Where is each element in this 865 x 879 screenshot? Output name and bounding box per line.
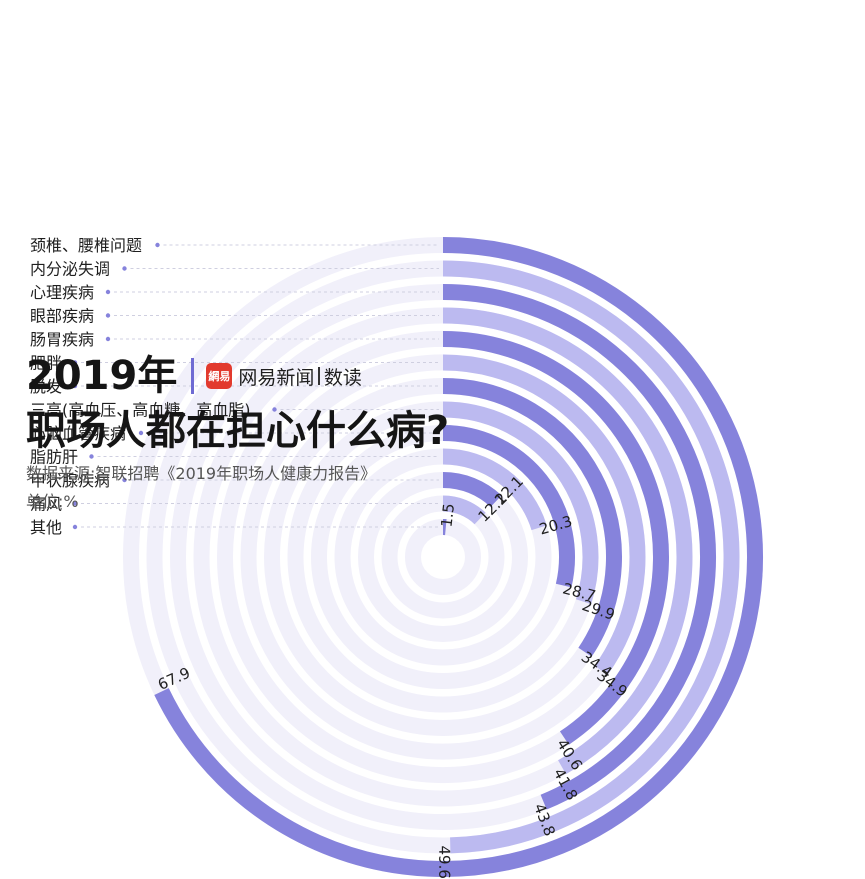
netease-logo-icon: 網易 [206,363,233,389]
category-label: 其他 [30,518,62,537]
ring-bar [442,472,502,508]
ring-bar [442,425,575,588]
ring-bar [442,378,622,657]
ring-bar [442,307,693,775]
leader-dot [272,407,277,412]
leader-dot [72,501,78,506]
ring-bars [154,237,763,877]
leader-dot [105,336,111,342]
leader-dot [122,477,127,483]
ring-bar [154,237,763,877]
brand-column: 数读 [323,366,362,389]
value-label: 1.5 [437,502,458,528]
ring-bar [442,284,716,810]
category-labels: 颈椎、腰椎问题内分泌失调心理疾病眼部疾病肠胃疾病肥胖脱发三高(高血压、高血糖、高… [30,236,251,537]
category-label: 心理疾病 [30,283,94,302]
ring-bar [442,260,740,854]
leader-dot [155,242,160,248]
ring-bar [442,448,547,531]
leader-dot [105,313,111,318]
main-title: 职场人都在担心什么病? [26,408,450,454]
ring-bar [442,331,669,745]
category-label: 肠胃疾病 [30,330,94,349]
category-label: 颈椎、腰椎问题 [30,236,142,255]
category-label: 脱发 [30,377,62,396]
leader-dot [122,266,127,271]
leader-dot [138,430,144,436]
title-line-1: 2019年 網易 网易新闻 数读 [26,350,449,402]
title-divider [191,358,195,394]
leader-dot [72,524,78,530]
leader-dot [89,454,94,459]
ring-bar [442,495,486,525]
category-label: 甲状腺疾病 [30,471,110,490]
leader-dot [105,289,111,295]
brand-name: 网易新闻 [238,366,315,389]
category-label: 肥胖 [30,354,62,373]
title-block: 2019年 網易 网易新闻 数读 职场人都在担心什么病? 数据来源:智联招聘《2… [26,350,449,514]
brand-separator [318,367,320,385]
value-label: 49.6 [435,845,453,878]
leader-dot [72,360,78,365]
year-title: 2019年 [26,353,178,399]
category-label: 三高(高血压、高血糖、高血脂) [30,401,251,420]
ring-bar [442,354,646,675]
category-label: 心脑血管疾病 [30,424,126,443]
category-label: 脂肪肝 [30,448,78,467]
ring-bar [442,401,599,605]
category-label: 眼部疾病 [30,307,94,326]
label-leaders [72,242,439,530]
data-source: 数据来源:智联招聘《2019年职场人健康力报告》 [26,464,377,483]
ring-track [404,519,481,595]
category-label: 痛风 [30,495,62,514]
leader-dot [72,383,78,389]
category-label: 内分泌失调 [30,260,110,279]
unit-label: 单位:% [26,492,79,511]
